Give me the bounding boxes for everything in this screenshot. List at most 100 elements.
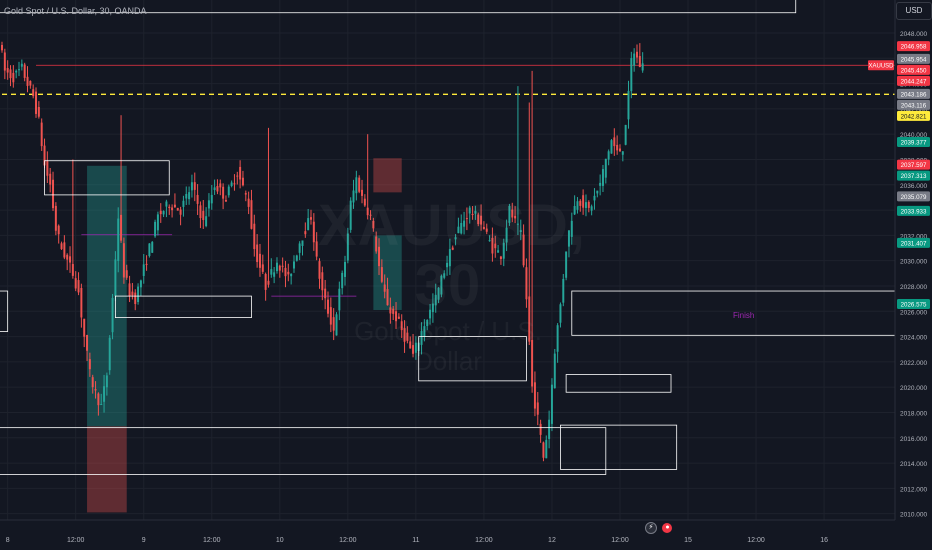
candle-bull (190, 182, 193, 191)
record-icon[interactable]: ● (662, 523, 673, 533)
candle-bear (528, 296, 531, 342)
candle-bear (52, 179, 55, 209)
price-badge (897, 53, 930, 64)
candle-bear (244, 193, 247, 195)
candle-bear (37, 107, 40, 117)
candle-bull (230, 182, 233, 187)
candle-bull (437, 287, 440, 300)
time-axis[interactable]: 8 12:00 9 12:00 10 12:00 11 12:00 12 12:00 15 12:00… (0, 519, 895, 544)
candle-bear (179, 209, 182, 215)
candle-bear (46, 161, 49, 176)
candle-bull (349, 200, 352, 230)
stop-zone (373, 158, 402, 193)
stop-zone (87, 426, 127, 513)
candle-bear (378, 246, 381, 267)
candle-bear (3, 52, 6, 71)
candle-bull (15, 70, 18, 73)
candle-bull (570, 220, 573, 237)
candle-bull (352, 190, 355, 203)
candle-bear (366, 207, 369, 216)
candle-bear (253, 223, 256, 250)
candle-bear (618, 148, 621, 152)
candle-bull (454, 237, 457, 240)
candle-bear (375, 236, 378, 252)
drawing-boxes[interactable] (0, 0, 932, 475)
price-badge-label: 2033.933 (901, 208, 927, 215)
price-badge (897, 159, 930, 170)
candle-bull (346, 233, 349, 261)
candle-bull (142, 264, 145, 276)
price-badge (897, 99, 930, 110)
candle-bull (604, 158, 607, 178)
candle-bear (57, 225, 60, 235)
candle-bear (403, 328, 406, 342)
candle-bear (499, 256, 502, 260)
price-badge (897, 237, 930, 248)
candle-bear (63, 242, 66, 258)
price-tick-label: 2014.000 (900, 461, 927, 468)
candle-bear (482, 226, 485, 230)
candle-bear (386, 289, 389, 306)
candle-bear (383, 284, 386, 292)
candle-bull (550, 384, 553, 424)
candle-bull (607, 151, 610, 160)
time-tick-label: 12:00 (747, 537, 765, 544)
candle-bear (332, 317, 335, 331)
candle-bull (301, 240, 304, 246)
candle-bull (505, 227, 508, 243)
price-badge (897, 170, 930, 181)
candle-bear (83, 318, 86, 337)
price-badge (897, 88, 930, 99)
candle-bear (392, 308, 395, 314)
candle-bear (372, 220, 375, 229)
symbol-title[interactable]: Gold Spot / U.S. Dollar, 30, OANDA (4, 6, 147, 16)
price-badge-label: 2031.407 (901, 240, 927, 247)
candle-bull (100, 404, 103, 406)
candle-bull (298, 243, 301, 253)
candle-bull (508, 205, 511, 223)
candle-bear (219, 183, 222, 188)
lightning-icon[interactable]: ⚡ (645, 522, 657, 534)
price-tick-label: 2030.000 (900, 259, 927, 266)
candle-bull (270, 269, 273, 275)
candle-bear (88, 359, 91, 370)
candle-bull (117, 218, 120, 261)
candle-bull (429, 309, 432, 319)
price-tick-label: 2048.000 (900, 31, 927, 38)
candle-bear (324, 288, 327, 299)
candle-bull (548, 419, 551, 439)
candle-bear (199, 205, 202, 219)
candle-bull (18, 69, 21, 71)
candle-bull (182, 200, 185, 207)
price-badge (897, 137, 930, 148)
candle-bear (318, 261, 321, 279)
finish-text-annotation[interactable]: Finish (733, 311, 755, 320)
candle-bull (307, 218, 310, 231)
candle-bear (321, 272, 324, 291)
candle-bear (542, 442, 545, 458)
currency-selector[interactable]: USD (896, 2, 932, 20)
candle-bear (134, 292, 137, 305)
price-badge-label: 2037.597 (901, 162, 927, 169)
candle-bear (71, 264, 74, 276)
time-tick-label: 12:00 (67, 537, 85, 544)
candle-bull (519, 230, 522, 233)
candle-bear (236, 175, 239, 177)
price-tick-label: 2028.000 (900, 284, 927, 291)
candle-bull (565, 251, 568, 278)
price-badge-label: 2042.821 (901, 113, 927, 120)
horizontal-lines[interactable] (2, 64, 895, 297)
time-tick-label: 12:00 (475, 537, 493, 544)
candle-bull (414, 342, 417, 353)
candle-bear (202, 210, 205, 221)
candle-bear (284, 267, 287, 277)
candle-bear (579, 200, 582, 206)
price-badge-label: 2046.958 (901, 44, 927, 51)
candle-bear (380, 267, 383, 282)
rectangle-drawing (565, 374, 672, 393)
candle-bear (49, 173, 52, 185)
candle-bear (369, 214, 372, 216)
rectangle-drawing (114, 295, 252, 319)
symbol-price-tag (868, 60, 894, 71)
